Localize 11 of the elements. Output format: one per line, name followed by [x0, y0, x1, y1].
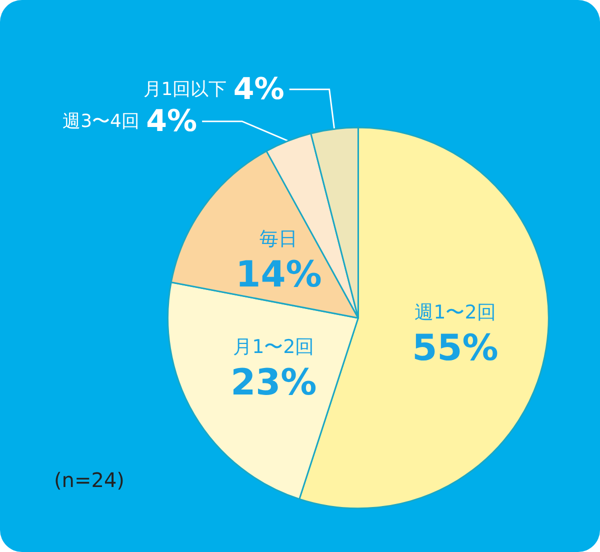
slice-label: 毎日 [260, 228, 298, 250]
data-label: 23% [230, 362, 317, 404]
slice-label: 月1回以下 [143, 78, 227, 100]
data-label: 4% [233, 72, 284, 107]
data-label: 55% [412, 328, 498, 369]
data-label: 4% [146, 104, 198, 139]
text: (n=24) [54, 468, 124, 492]
data-label: 14% [236, 254, 322, 296]
slice-label: 月1〜2回 [233, 336, 314, 358]
slice-label: 週3〜4回 [62, 110, 140, 132]
slice-label: 週1〜2回 [414, 301, 496, 324]
